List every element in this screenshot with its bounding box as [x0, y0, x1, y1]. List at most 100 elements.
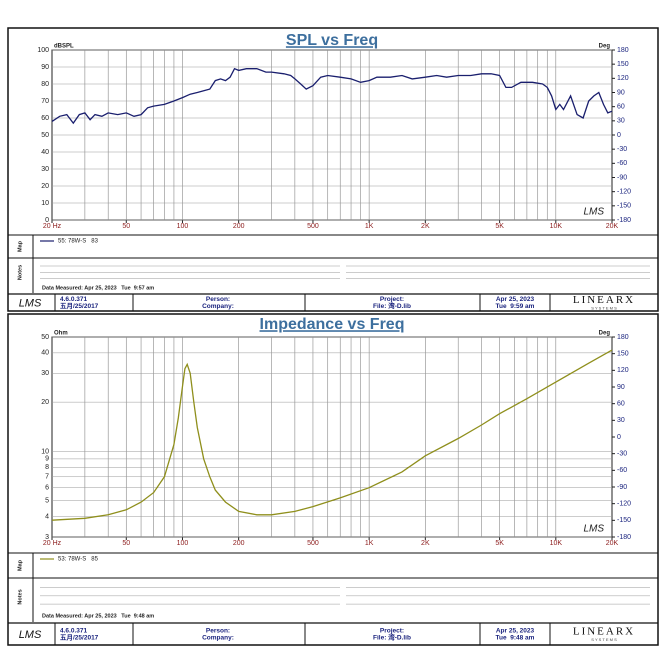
- y2-tick-label: 120: [617, 367, 629, 374]
- person: Person:: [206, 296, 230, 303]
- y2-tick-label: 180: [617, 47, 629, 54]
- y2-tick-label: -90: [617, 174, 627, 181]
- y2-tick-label: 150: [617, 351, 629, 358]
- y-tick-label: 50: [41, 334, 49, 341]
- company: Company:: [202, 635, 234, 642]
- y-tick-label: 40: [41, 350, 49, 357]
- y-tick-label: 80: [41, 81, 49, 88]
- x-tick-label: 500: [307, 223, 319, 230]
- x-tick-label: 1K: [365, 540, 374, 547]
- y2-tick-label: -60: [617, 160, 627, 167]
- notes-label: Notes: [17, 265, 23, 280]
- x-tick-label: 100: [177, 540, 189, 547]
- map-label: Map: [17, 559, 23, 571]
- x-tick-label: 200: [233, 540, 245, 547]
- footer-logo: LMS: [19, 629, 42, 641]
- y-tick-label: 60: [41, 115, 49, 122]
- y-tick-label: 10: [41, 200, 49, 207]
- legend-label: 55: 78W-S 83: [58, 239, 99, 245]
- y2-tick-label: 120: [617, 75, 629, 82]
- date: Apr 25, 2023: [496, 296, 535, 303]
- y2-tick-label: -30: [617, 451, 627, 458]
- time: Tue 9:48 am: [496, 635, 535, 642]
- y-tick-label: 20: [41, 183, 49, 190]
- y2-tick-label: -90: [617, 484, 627, 491]
- y-tick-label: 100: [37, 47, 49, 54]
- y2-tick-label: -120: [617, 189, 631, 196]
- y-tick-label: 7: [45, 474, 49, 481]
- y2-tick-label: 0: [617, 434, 621, 441]
- y2-tick-label: 30: [617, 417, 625, 424]
- y2-tick-label: -180: [617, 217, 631, 224]
- x-tick-label: 1K: [365, 223, 374, 230]
- y-tick-label: 5: [45, 498, 49, 505]
- person: Person:: [206, 628, 230, 635]
- series-line: [51, 67, 613, 125]
- x-tick-label: 5K: [495, 223, 504, 230]
- version: 4.6.0.371: [60, 296, 87, 303]
- chart-title: Impedance vs Freq: [260, 316, 405, 333]
- y-tick-label: 50: [41, 132, 49, 139]
- x-tick-label: 10K: [550, 223, 563, 230]
- y-tick-label: 30: [41, 166, 49, 173]
- y2-tick-label: -60: [617, 467, 627, 474]
- brand: LINEARX: [573, 626, 635, 638]
- y-tick-label: 8: [45, 464, 49, 471]
- measured-date: Data Measured: Apr 25, 2023 Tue 9:48 am: [42, 613, 154, 619]
- x-tick-label: 2K: [421, 540, 430, 547]
- x-tick-label: 2K: [421, 223, 430, 230]
- measured-date: Data Measured: Apr 25, 2023 Tue 9:57 am: [42, 285, 154, 291]
- y-tick-label: 4: [45, 513, 49, 520]
- project: Project:: [380, 296, 404, 303]
- series-line: [51, 349, 613, 521]
- y2-tick-label: 60: [617, 401, 625, 408]
- company: Company:: [202, 303, 234, 310]
- build-date: 五月/25/2017: [60, 302, 99, 310]
- x-tick-label: 20 Hz: [43, 223, 62, 230]
- x-tick-label: 200: [233, 223, 245, 230]
- y2-tick-label: -30: [617, 146, 627, 153]
- footer-logo: LMS: [19, 297, 42, 309]
- y2-axis-label: Deg: [599, 44, 611, 50]
- y-tick-label: 9: [45, 456, 49, 463]
- y-tick-label: 10: [41, 448, 49, 455]
- x-tick-label: 10K: [550, 540, 563, 547]
- y2-tick-label: 60: [617, 104, 625, 111]
- y2-tick-label: 90: [617, 89, 625, 96]
- y2-tick-label: 0: [617, 132, 621, 139]
- x-tick-label: 20K: [606, 223, 619, 230]
- y2-tick-label: 150: [617, 61, 629, 68]
- y2-tick-label: -120: [617, 501, 631, 508]
- y-tick-label: 90: [41, 64, 49, 71]
- y2-tick-label: 30: [617, 118, 625, 125]
- project: Project:: [380, 628, 404, 635]
- y-tick-label: 20: [41, 399, 49, 406]
- y2-tick-label: -150: [617, 517, 631, 524]
- x-tick-label: 50: [122, 223, 130, 230]
- plot-area: [51, 336, 613, 538]
- y2-tick-label: -150: [617, 203, 631, 210]
- y2-axis-label: Deg: [599, 331, 611, 337]
- x-tick-label: 5K: [495, 540, 504, 547]
- date: Apr 25, 2023: [496, 628, 535, 635]
- x-tick-label: 20K: [606, 540, 619, 547]
- brand-sub: S Y S T E M S: [591, 306, 617, 311]
- y2-tick-label: 180: [617, 334, 629, 341]
- y-tick-label: 30: [41, 370, 49, 377]
- y2-tick-label: 90: [617, 384, 625, 391]
- version: 4.6.0.371: [60, 628, 87, 635]
- x-tick-label: 20 Hz: [43, 540, 62, 547]
- watermark: LMS: [583, 207, 604, 218]
- y2-tick-label: -180: [617, 534, 631, 541]
- brand: LINEARX: [573, 294, 635, 306]
- x-tick-label: 50: [122, 540, 130, 547]
- build-date: 五月/25/2017: [60, 634, 99, 642]
- x-tick-label: 100: [177, 223, 189, 230]
- map-label: Map: [17, 240, 23, 252]
- chart-title: SPL vs Freq: [286, 32, 378, 49]
- y-tick-label: 70: [41, 98, 49, 105]
- x-tick-label: 500: [307, 540, 319, 547]
- time: Tue 9:59 am: [496, 303, 535, 310]
- y-tick-label: 40: [41, 149, 49, 156]
